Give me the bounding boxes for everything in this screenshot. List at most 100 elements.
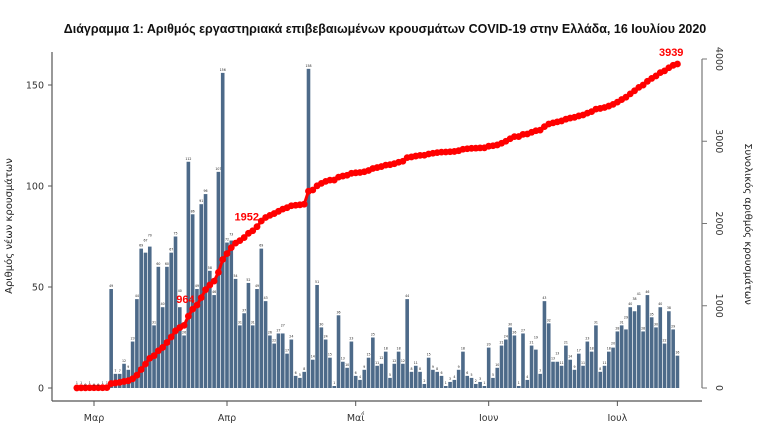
bar <box>482 385 487 388</box>
bar-data-label: 10 <box>345 363 349 367</box>
y-right-tick-label: 1000 <box>713 294 724 318</box>
cumulative-point <box>103 384 111 391</box>
bar <box>512 335 517 388</box>
bar-data-label: 21 <box>530 341 534 345</box>
bar-data-label: 26 <box>182 330 186 334</box>
cumulative-point <box>163 339 171 346</box>
bar-data-label: 17 <box>285 349 289 353</box>
bar <box>413 365 418 388</box>
y-left-tick-label: 150 <box>26 81 44 92</box>
bar-data-label: 1 <box>518 381 520 385</box>
bar-data-label: 16 <box>675 351 679 355</box>
bar-data-label: 26 <box>268 330 272 334</box>
bar-data-label: 158 <box>305 64 311 68</box>
bar <box>426 357 431 388</box>
x-tick-label: Ιουλ <box>608 413 628 424</box>
bar-data-label: 91 <box>199 199 203 203</box>
bar-data-label: 7 <box>119 369 121 373</box>
bar-data-label: 13 <box>341 357 345 361</box>
cumulative-point <box>227 244 235 251</box>
bar <box>392 363 397 388</box>
bar-data-label: 2 <box>423 379 425 383</box>
bar-data-label: 54 <box>234 274 238 278</box>
bar <box>525 379 530 388</box>
bar <box>268 335 272 388</box>
bar-data-label: 49 <box>109 284 113 288</box>
y-left-tick-label: 100 <box>26 182 44 193</box>
bar <box>375 365 379 388</box>
bar-data-label: 15 <box>367 353 371 357</box>
bar-data-label: 22 <box>272 339 276 343</box>
bar-data-label: 21 <box>564 341 568 345</box>
bar <box>469 377 474 388</box>
bar <box>491 377 495 388</box>
bar <box>169 252 174 388</box>
bar-data-label: 51 <box>315 280 319 284</box>
bar <box>396 351 401 388</box>
bar-data-label: 9 <box>363 365 365 369</box>
bar <box>349 341 354 388</box>
bar-data-label: 29 <box>624 315 628 319</box>
bar-data-label: 15 <box>328 353 332 357</box>
bar-data-label: 28 <box>641 326 645 330</box>
cumulative-point <box>133 371 141 379</box>
bar <box>255 289 259 388</box>
bar-data-label: 58 <box>208 266 212 270</box>
bar-data-label: 11 <box>375 361 379 365</box>
y-right-tick-label: 4000 <box>713 47 724 71</box>
bar <box>388 377 392 388</box>
bar-data-label: 69 <box>139 244 143 248</box>
bar <box>366 357 371 388</box>
bar <box>109 289 113 388</box>
bar-data-label: 24 <box>324 335 328 339</box>
bar-data-label: 156 <box>220 68 226 72</box>
bar-data-label: 12 <box>122 359 126 363</box>
bar <box>173 236 178 388</box>
chart-title: Διάγραμμα 1: Αριθμός εργαστηριακά επιβεβ… <box>64 22 707 36</box>
bar <box>598 371 603 388</box>
bar-data-label: 0 <box>93 383 95 387</box>
bar <box>165 266 169 388</box>
bar-data-label: 26 <box>512 330 516 334</box>
bar-data-label: 18 <box>590 347 594 351</box>
cumulative-annotation: 964 <box>176 294 195 306</box>
bar <box>229 240 234 388</box>
bar-data-label: 35 <box>650 312 654 316</box>
bar <box>276 333 281 388</box>
bar-data-label: 2 <box>475 379 477 383</box>
bar-data-label: 1 <box>102 381 104 385</box>
bar <box>323 339 328 388</box>
bar <box>246 282 251 388</box>
bar <box>576 353 581 388</box>
bar <box>594 325 598 388</box>
bar <box>602 365 607 388</box>
bar <box>143 252 148 388</box>
bar-data-label: 1 <box>76 381 78 385</box>
bar <box>534 349 538 388</box>
bar-data-label: 15 <box>427 353 431 357</box>
bar-data-label: 13 <box>551 357 555 361</box>
bar-data-label: 21 <box>500 341 504 345</box>
bar <box>371 337 375 388</box>
bar-data-label: 43 <box>542 296 546 300</box>
bar-data-label: 49 <box>255 284 259 288</box>
bar-data-label: 40 <box>658 302 662 306</box>
bar-data-label: 69 <box>259 244 263 248</box>
bar <box>418 371 422 388</box>
bar-data-label: 17 <box>577 349 581 353</box>
bar-data-label: 11 <box>581 361 585 365</box>
bar-data-label: 0 <box>97 383 99 387</box>
y-left-tick-label: 0 <box>38 384 44 395</box>
bar <box>495 367 500 388</box>
bar-data-label: 5 <box>299 373 301 377</box>
bar <box>431 369 435 388</box>
bar-data-label: 60 <box>156 262 160 266</box>
bar <box>422 383 427 388</box>
bar-data-label: 9 <box>573 365 575 369</box>
x-tick-label: Απρ <box>218 413 236 424</box>
bar-data-label: 96 <box>204 189 208 193</box>
bar-data-label: 14 <box>568 355 572 359</box>
bar-data-label: 1 <box>445 381 447 385</box>
bar <box>624 329 628 388</box>
cumulative-annotation: 3939 <box>659 47 683 59</box>
